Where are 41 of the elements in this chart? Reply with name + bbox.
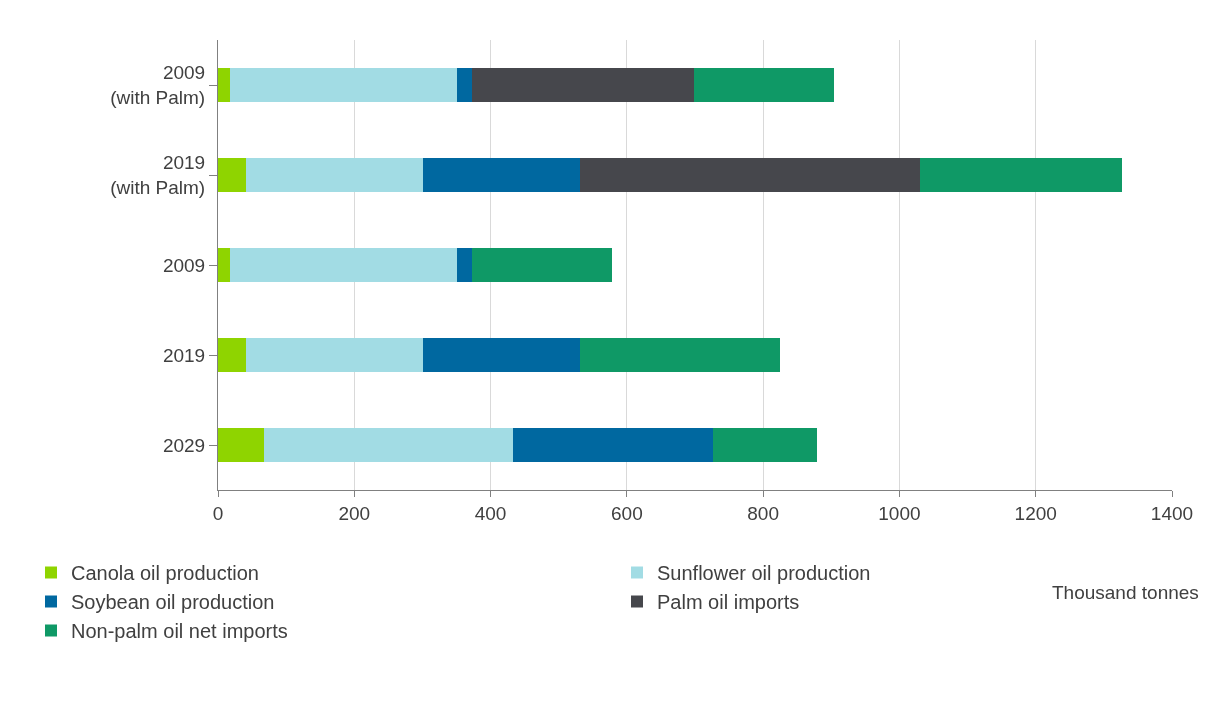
legend-label: Sunflower oil production [657,562,871,585]
x-tick-label: 1400 [1150,502,1194,524]
x-tick-label: 600 [611,502,643,524]
y-tick-label: 2009 (with Palm) [110,62,206,108]
bar [712,427,817,463]
legend-label: Soybean oil production [71,591,275,614]
bar [472,247,612,283]
bar [218,157,246,193]
bar [579,337,781,373]
bar [245,337,424,373]
bar [218,67,230,103]
bar [919,157,1123,193]
x-tick-label: 200 [338,502,371,524]
x-tick-label: 1000 [878,502,921,524]
bar [423,337,580,373]
bar [218,337,246,373]
bar [229,67,457,103]
legend-label: Canola oil production [71,562,259,585]
y-tick-label: 2029 [162,434,206,456]
bar [423,157,580,193]
x-tick-label: 1200 [1014,502,1057,524]
y-tick-label: 2009 [162,254,206,276]
legend-label: Non-palm oil net imports [71,620,288,643]
bar [229,247,457,283]
bar [264,427,514,463]
legend-label: Palm oil imports [657,591,800,614]
x-tick-label: 400 [474,502,507,524]
bar [218,427,265,463]
bar [472,67,695,103]
bar [456,247,473,283]
bar [513,427,713,463]
y-tick-label: 2019 (with Palm) [110,152,206,198]
bar [579,157,920,193]
bar [218,247,230,283]
x-tick-label: 800 [747,502,779,524]
bar [694,67,835,103]
x-axis-title: Thousand tonnes [1052,582,1199,603]
bar [456,67,473,103]
y-tick-label: 2019 [162,344,206,366]
x-tick-label: 0 [212,502,224,524]
bar [245,157,424,193]
